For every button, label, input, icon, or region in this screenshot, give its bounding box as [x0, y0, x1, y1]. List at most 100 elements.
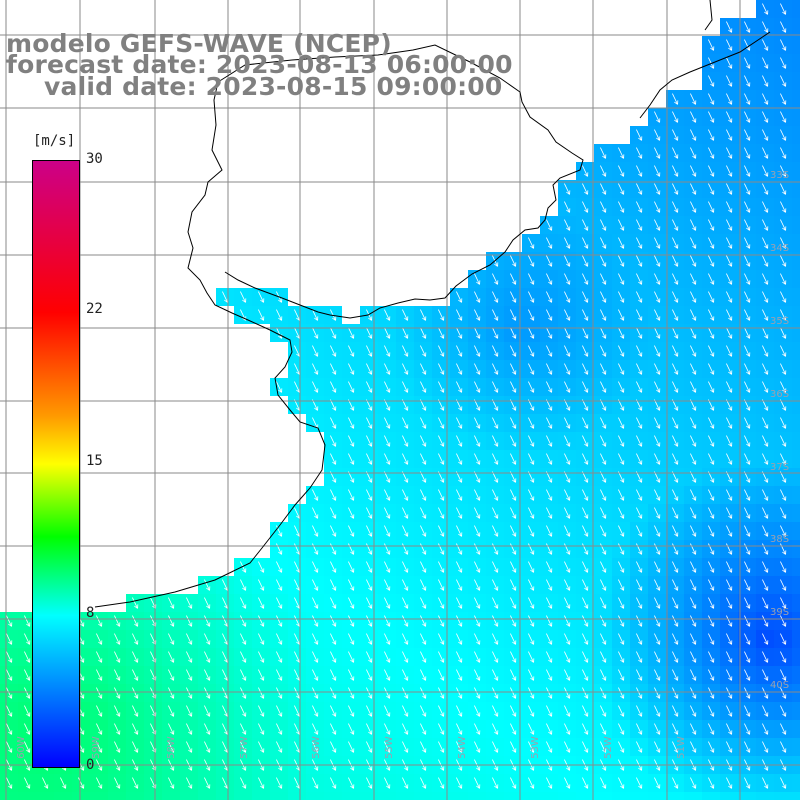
wave-arrow	[312, 363, 319, 375]
wave-arrow	[762, 363, 769, 375]
wave-arrow	[654, 327, 661, 339]
wave-arrow	[492, 273, 499, 285]
wave-arrow	[726, 381, 733, 393]
wave-cell	[792, 630, 800, 648]
wave-cell	[792, 684, 800, 702]
wave-arrow	[690, 417, 697, 429]
wave-arrow	[438, 309, 445, 321]
wave-arrow	[546, 417, 553, 429]
wave-arrow	[600, 309, 607, 321]
wave-arrow	[492, 345, 499, 357]
wave-arrow	[744, 345, 751, 357]
wave-arrow	[708, 165, 715, 177]
wave-arrow	[564, 309, 571, 321]
wave-cell	[792, 126, 800, 144]
wave-cell	[792, 306, 800, 324]
wave-arrow	[402, 345, 409, 357]
wave-arrow	[564, 183, 571, 195]
wave-arrow	[384, 435, 391, 447]
wave-arrow	[528, 381, 535, 393]
wave-arrow	[636, 219, 643, 231]
wave-arrow	[618, 309, 625, 321]
wave-arrow	[726, 75, 733, 87]
wave-arrow	[600, 183, 607, 195]
wave-cell	[540, 792, 558, 800]
wave-arrow	[546, 291, 553, 303]
wave-arrow	[492, 327, 499, 339]
wave-arrow	[474, 327, 481, 339]
wave-arrow	[528, 255, 535, 267]
wave-arrow	[708, 255, 715, 267]
longitude-label: 59W	[90, 736, 102, 759]
wave-arrow	[726, 309, 733, 321]
wave-arrow	[780, 57, 787, 69]
wave-arrow	[780, 327, 787, 339]
wave-arrow	[312, 327, 319, 339]
wave-arrow	[708, 147, 715, 159]
wave-arrow	[546, 273, 553, 285]
wave-cell	[216, 792, 234, 800]
wave-arrow	[618, 147, 625, 159]
wave-arrow	[672, 165, 679, 177]
wave-arrow	[636, 327, 643, 339]
wave-arrow	[690, 273, 697, 285]
wave-cell	[792, 396, 800, 414]
wave-arrow	[762, 183, 769, 195]
wave-arrow	[726, 237, 733, 249]
wave-arrow	[654, 201, 661, 213]
wave-arrow	[762, 345, 769, 357]
wave-arrow	[528, 237, 535, 249]
wave-arrow	[744, 273, 751, 285]
wave-arrow	[546, 381, 553, 393]
wave-arrow	[546, 345, 553, 357]
wave-arrow	[564, 327, 571, 339]
wave-arrow	[600, 417, 607, 429]
colorbar-tick-label: 22	[86, 301, 103, 317]
wave-cell	[738, 792, 756, 800]
wave-cell	[792, 162, 800, 180]
wave-cell	[648, 792, 666, 800]
wave-arrow	[492, 381, 499, 393]
wave-arrow	[780, 75, 787, 87]
wave-arrow	[528, 309, 535, 321]
wave-arrow	[672, 93, 679, 105]
wave-arrow	[510, 309, 517, 321]
wave-arrow	[672, 129, 679, 141]
wave-arrow	[582, 291, 589, 303]
wave-arrow	[618, 255, 625, 267]
wave-arrow	[654, 309, 661, 321]
colorbar-unit: [m/s]	[33, 133, 76, 149]
wave-arrow	[636, 417, 643, 429]
wave-arrow	[762, 129, 769, 141]
wave-cell	[396, 792, 414, 800]
wave-arrow	[762, 219, 769, 231]
wave-arrow	[780, 93, 787, 105]
wave-arrow	[726, 39, 733, 51]
wave-arrow	[726, 93, 733, 105]
wave-cell	[270, 792, 288, 800]
wave-arrow	[672, 309, 679, 321]
wave-arrow	[744, 183, 751, 195]
wave-arrow	[564, 417, 571, 429]
wave-arrow	[654, 183, 661, 195]
wave-arrow	[762, 381, 769, 393]
wave-arrow	[546, 255, 553, 267]
wave-arrow	[780, 363, 787, 375]
wave-arrow	[474, 417, 481, 429]
wave-arrow	[474, 345, 481, 357]
wave-arrow	[564, 237, 571, 249]
wave-arrow	[456, 291, 463, 303]
wave-arrow	[582, 363, 589, 375]
wave-arrow	[744, 309, 751, 321]
wave-arrow	[384, 327, 391, 339]
wave-arrow	[672, 291, 679, 303]
wave-arrow	[402, 381, 409, 393]
wave-arrow	[636, 183, 643, 195]
wave-arrow	[366, 327, 373, 339]
wave-arrow	[744, 381, 751, 393]
wave-arrow	[780, 21, 787, 33]
wave-arrow	[672, 345, 679, 357]
wave-arrow	[402, 435, 409, 447]
wave-arrow	[708, 39, 715, 51]
wave-cell	[792, 198, 800, 216]
